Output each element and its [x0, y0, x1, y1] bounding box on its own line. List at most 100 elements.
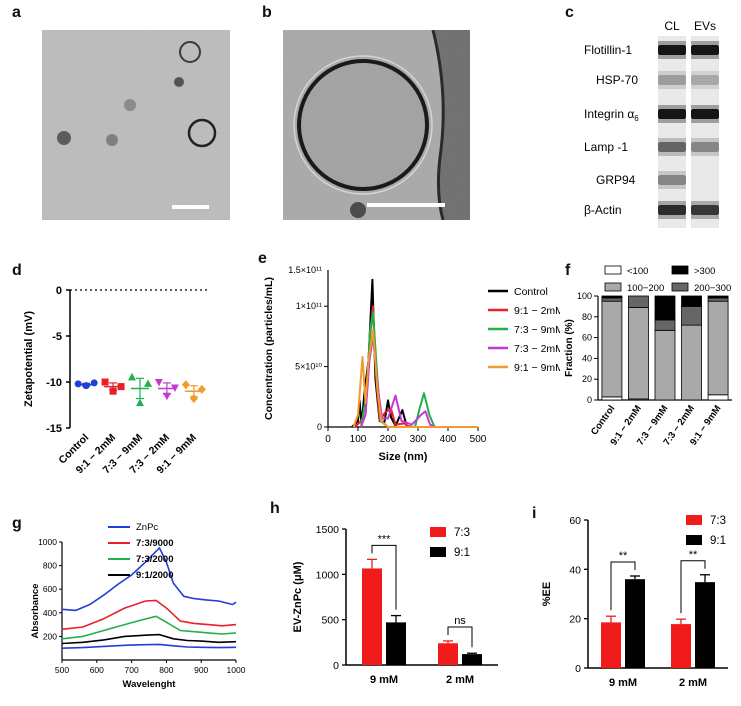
- fraction-chart-container: 0 20 40 60 80 100 Fraction (%) Control 9:1 − 2mM…: [560, 260, 741, 500]
- blot-band-halo: [691, 201, 719, 205]
- size-distribution-chart-container: 0 5×10¹⁰ 1×10¹¹ 1.5×10¹¹ 0 100 200 300 400 500 Siz…: [250, 255, 564, 470]
- y-tick-label: 500: [321, 615, 339, 627]
- blot-band-halo: [691, 71, 719, 75]
- y-tick-label: 200: [43, 631, 57, 641]
- y-tick-label: 0: [333, 660, 339, 672]
- legend-label: 7:3: [454, 527, 470, 539]
- data-point: [197, 384, 206, 394]
- y-tick-label: 1500: [316, 524, 340, 536]
- legend-swatch: [671, 282, 689, 292]
- blot-band: [658, 205, 686, 215]
- ev-znpc-chart: 0 500 1000 1500 EV-ZnPc (μM) *** 9 mM ns 2 mM 7:3…: [292, 524, 498, 686]
- stacked-bar-segment: [681, 295, 702, 307]
- y-tick-label: 0: [575, 663, 581, 675]
- blot-row-label: β-Actin: [584, 203, 622, 217]
- y-tick-label: 1000: [38, 537, 57, 547]
- bar: [671, 624, 691, 668]
- legend-label: <100: [627, 266, 648, 277]
- legend-label: 7:3/2000: [136, 554, 174, 565]
- legend-label: 9:1 − 2mM: [514, 305, 560, 317]
- legend-swatch: [430, 547, 446, 557]
- x-tick-label: 9 mM: [609, 677, 637, 689]
- bar: [601, 622, 621, 668]
- y-axis-label: Fraction (%): [564, 319, 575, 377]
- significance-label: ns: [454, 615, 466, 627]
- legend-swatch: [686, 515, 702, 525]
- y-tick-label: 0: [587, 395, 592, 405]
- legend-swatch: [686, 535, 702, 545]
- ev-znpc-chart-container: 0 500 1000 1500 EV-ZnPc (μM) *** 9 mM ns 2 mM 7:3…: [268, 505, 518, 701]
- legend-label: 7:3 − 9mM: [514, 324, 560, 336]
- encapsulation-chart-container: 0 20 40 60 %EE ** 9 mM ** 2 mM 7:3 9:1: [528, 508, 741, 701]
- blot-band-halo: [658, 41, 686, 45]
- stacked-bar-segment: [654, 329, 676, 401]
- x-tick-label: 2 mM: [446, 674, 474, 686]
- blot-band-halo: [658, 71, 686, 75]
- series-line: [61, 615, 237, 640]
- data-point: [109, 387, 117, 395]
- x-tick-label: 0: [325, 434, 331, 445]
- legend-label: 9:1 − 9mM: [514, 362, 560, 374]
- panel-label-a: a: [12, 4, 21, 21]
- blot-band-halo: [658, 215, 686, 219]
- panel-label-i: i: [532, 505, 537, 522]
- y-tick-label: 5×10¹⁰: [295, 362, 322, 372]
- significance-label: **: [689, 549, 698, 561]
- scale-bar: [367, 203, 445, 207]
- y-tick-label: 20: [582, 374, 592, 384]
- y-axis-label: EV-ZnPc (μM): [292, 561, 304, 632]
- stacked-bar-segment: [681, 324, 702, 401]
- blot-lane: [691, 36, 719, 228]
- legend-label: Control: [514, 286, 548, 298]
- y-tick-label: 100: [577, 291, 592, 301]
- significance-bracket: [680, 560, 706, 614]
- blot-band-halo: [691, 55, 719, 59]
- blot-band-halo: [658, 138, 686, 142]
- blot-band: [658, 45, 686, 55]
- blot-band: [658, 75, 686, 85]
- cryo-em-micrograph: [283, 30, 470, 220]
- blot-row-label: GRP94: [596, 173, 636, 187]
- size-distribution-chart: 0 5×10¹⁰ 1×10¹¹ 1.5×10¹¹ 0 100 200 300 400 500 Siz…: [263, 265, 564, 463]
- blot-row-label: Lamp -1: [584, 140, 628, 154]
- stacked-bar-segment: [707, 297, 729, 302]
- data-point: [162, 392, 171, 401]
- stacked-bar-segment: [707, 394, 729, 401]
- x-tick-label: 200: [380, 434, 397, 445]
- blot-band-halo: [658, 171, 686, 175]
- data-point: [74, 380, 82, 388]
- x-tick-label: Control: [589, 403, 617, 437]
- x-tick-label: 500: [470, 434, 487, 445]
- x-axis-label: Wavelenght: [123, 679, 177, 690]
- panel-label-h: h: [270, 500, 280, 517]
- blot-band: [691, 45, 719, 55]
- stacked-bar-segment: [654, 319, 676, 331]
- blot-band: [691, 205, 719, 215]
- legend-label: 9:1: [710, 535, 726, 547]
- y-tick-label: 0: [317, 422, 322, 432]
- scale-bar: [172, 205, 209, 209]
- series-line: [61, 599, 237, 631]
- blot-band: [658, 142, 686, 152]
- zeta-potential-chart-container: 0 -5 -10 -15 Zetapotential (mV) Control 9:1 − …: [0, 268, 245, 508]
- stacked-bar-segment: [628, 295, 649, 308]
- x-tick-label: 300: [410, 434, 427, 445]
- panel-label-d: d: [12, 262, 22, 279]
- data-point: [136, 398, 144, 407]
- y-tick-label: 1.5×10¹¹: [288, 265, 322, 275]
- bar: [695, 582, 715, 668]
- bar: [625, 579, 645, 668]
- x-tick-label: 700: [125, 665, 139, 675]
- x-tick-label: 100: [350, 434, 367, 445]
- legend-label: 9:1: [454, 547, 470, 559]
- legend-swatch: [430, 527, 446, 537]
- legend-swatch: [604, 265, 622, 275]
- blot-band-halo: [691, 85, 719, 89]
- x-tick-label: 600: [90, 665, 104, 675]
- x-tick-label: 400: [440, 434, 457, 445]
- blot-row-label: HSP-70: [596, 73, 638, 87]
- series-line: [352, 329, 478, 428]
- blot-band-halo: [658, 105, 686, 109]
- y-tick-label: 1000: [316, 569, 340, 581]
- y-axis-label: Absorbance: [30, 584, 41, 639]
